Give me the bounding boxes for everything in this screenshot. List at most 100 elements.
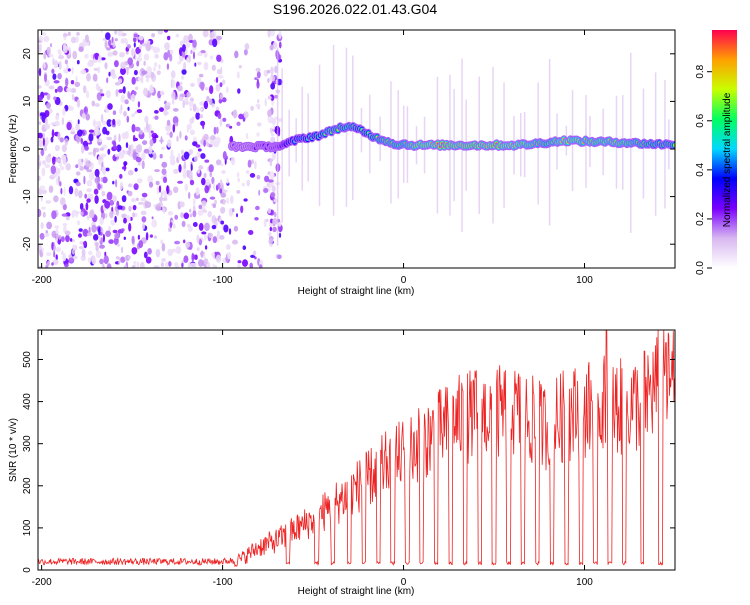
noise-speckle	[206, 263, 210, 268]
noise-speckle	[127, 150, 131, 156]
noise-speckle	[177, 153, 181, 161]
noise-speckle	[137, 178, 143, 184]
noise-speckle	[132, 204, 137, 211]
noise-speckle	[192, 222, 198, 227]
noise-speckle	[75, 181, 81, 187]
noise-speckle	[122, 86, 126, 94]
noise-speckle	[97, 66, 101, 74]
noise-speckle	[161, 168, 167, 175]
noise-speckle	[120, 256, 126, 263]
noise-speckle	[132, 134, 136, 142]
noise-speckle	[138, 35, 144, 41]
noise-speckle	[167, 248, 174, 256]
noise-speckle	[220, 207, 226, 214]
noise-speckle	[99, 217, 104, 226]
noise-speckle	[52, 73, 57, 80]
noise-speckle	[265, 218, 269, 222]
noise-speckle	[134, 111, 137, 115]
noise-speckle	[185, 41, 191, 48]
colorbar-label: Normalized spectral amplitude	[722, 92, 733, 227]
noise-speckle	[198, 238, 202, 246]
noise-speckle	[146, 44, 149, 49]
noise-speckle	[60, 187, 63, 195]
noise-speckle	[164, 30, 168, 33]
noise-speckle	[116, 243, 121, 247]
noise-speckle	[54, 144, 60, 152]
noise-speckle	[54, 225, 60, 230]
noise-speckle	[51, 210, 57, 220]
noise-speckle	[189, 107, 192, 111]
noise-speckle	[58, 54, 65, 60]
noise-speckle	[57, 73, 62, 80]
noise-speckle	[141, 152, 146, 161]
noise-speckle	[141, 70, 148, 75]
noise-speckle	[225, 123, 230, 128]
noise-speckle	[268, 232, 272, 237]
noise-speckle	[255, 67, 261, 72]
noise-speckle	[53, 250, 56, 258]
noise-speckle	[233, 225, 239, 232]
noise-speckle	[124, 99, 129, 105]
noise-speckle	[84, 145, 89, 151]
noise-speckle	[221, 97, 227, 103]
noise-speckle	[216, 230, 220, 237]
noise-speckle	[41, 247, 44, 253]
noise-speckle	[231, 208, 235, 213]
noise-speckle	[267, 30, 271, 38]
noise-speckle	[273, 125, 275, 130]
noise-speckle	[227, 251, 232, 260]
noise-speckle	[207, 210, 212, 218]
noise-speckle	[38, 67, 42, 77]
noise-speckle	[170, 149, 174, 158]
noise-speckle	[222, 79, 226, 85]
noise-speckle	[182, 100, 185, 109]
noise-speckle	[236, 121, 241, 127]
noise-speckle	[62, 156, 67, 165]
noise-speckle	[91, 257, 97, 265]
noise-speckle	[195, 112, 201, 120]
noise-speckle	[57, 132, 61, 140]
noise-speckle	[186, 124, 189, 134]
noise-speckle	[72, 209, 77, 216]
noise-speckle	[48, 53, 54, 58]
noise-speckle	[58, 61, 62, 70]
noise-speckle	[160, 239, 164, 245]
noise-speckle	[204, 159, 210, 163]
noise-speckle	[159, 91, 165, 96]
noise-speckle	[252, 250, 257, 256]
noise-speckle	[140, 197, 146, 202]
noise-speckle	[181, 75, 185, 80]
noise-speckle	[192, 103, 197, 112]
noise-speckle	[100, 226, 103, 233]
noise-speckle	[62, 33, 68, 37]
noise-speckle	[91, 224, 97, 233]
x-tick-label: 0	[401, 275, 407, 286]
noise-speckle	[120, 228, 125, 232]
noise-speckle	[43, 35, 50, 43]
noise-speckle	[83, 106, 88, 115]
noise-speckle	[248, 230, 254, 235]
noise-speckle	[74, 81, 81, 88]
noise-speckle	[42, 137, 45, 147]
noise-speckle	[181, 220, 186, 228]
noise-speckle	[44, 110, 50, 118]
noise-speckle	[219, 118, 223, 127]
noise-speckle	[160, 136, 163, 145]
noise-speckle	[236, 71, 240, 79]
noise-speckle	[194, 155, 198, 162]
noise-speckle	[139, 261, 145, 268]
noise-speckle	[153, 66, 156, 72]
noise-speckle	[111, 68, 116, 76]
noise-speckle	[51, 68, 55, 74]
noise-speckle	[106, 136, 113, 141]
noise-speckle	[169, 221, 173, 229]
noise-speckle	[97, 183, 101, 191]
noise-speckle	[225, 86, 229, 93]
noise-speckle	[155, 180, 160, 186]
y-tick-label: 0	[22, 146, 33, 152]
noise-speckle	[48, 85, 55, 90]
noise-speckle	[79, 203, 84, 210]
x-tick-label: -100	[213, 577, 233, 588]
noise-speckle	[70, 36, 77, 44]
